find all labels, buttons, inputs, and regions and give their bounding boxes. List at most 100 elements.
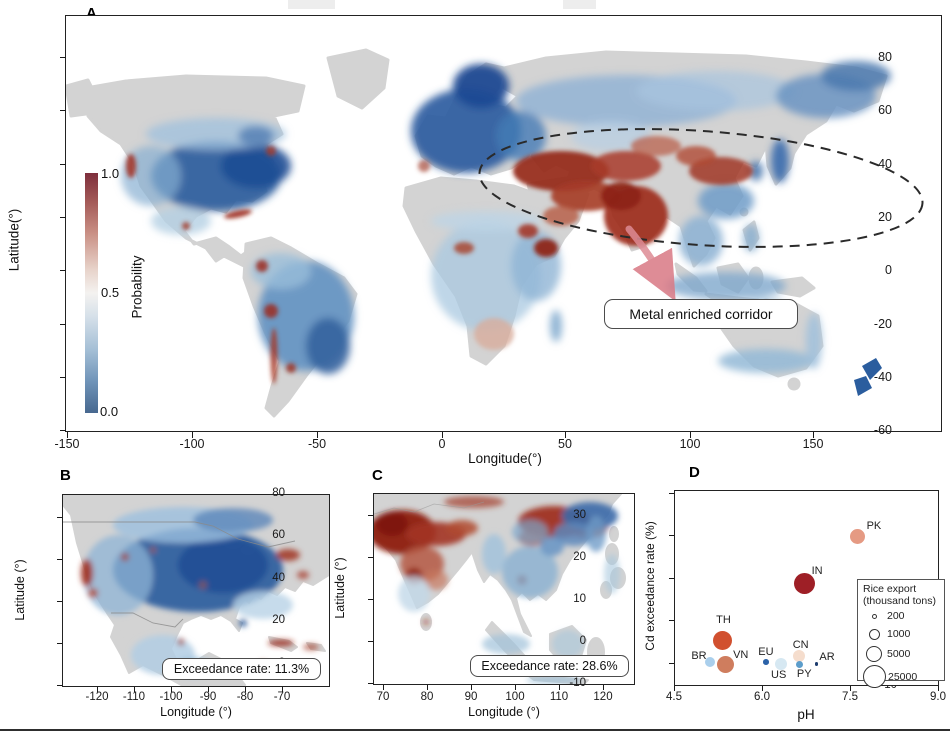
tick-mark xyxy=(60,110,66,111)
top-artifact-right xyxy=(563,0,596,9)
tick-mark xyxy=(57,601,62,602)
tick-label: 0 xyxy=(579,635,586,647)
top-artifact-left xyxy=(288,0,335,9)
tick-mark xyxy=(317,432,318,438)
panel-b-label: B xyxy=(60,467,71,484)
panel-c-label: C xyxy=(372,467,383,484)
bubble-cn xyxy=(792,649,805,662)
tick-label: -50 xyxy=(307,437,327,451)
bubble-label-us: US xyxy=(771,669,787,681)
tick-mark xyxy=(60,164,66,165)
tick-label: 20 xyxy=(272,614,285,626)
tick-label: 80 xyxy=(878,50,892,64)
tick-mark xyxy=(471,685,472,690)
legend-title-line2: (thousand tons) xyxy=(863,595,936,607)
tick-mark xyxy=(60,430,66,431)
tick-mark xyxy=(134,687,135,692)
tick-mark xyxy=(171,687,172,692)
tick-mark xyxy=(245,687,246,692)
panel-d-xlabel: pH xyxy=(797,707,815,722)
bubble-label-eu: EU xyxy=(758,645,774,658)
tick-label: 20 xyxy=(573,551,586,563)
tick-mark xyxy=(368,557,373,558)
tick-mark xyxy=(282,687,283,692)
tick-label: 110 xyxy=(549,691,569,703)
panel-b-frame xyxy=(62,494,330,687)
tick-mark xyxy=(515,685,516,690)
panel-a-label: A xyxy=(86,5,97,22)
tick-mark xyxy=(669,663,674,664)
legend-circle-5000 xyxy=(866,645,882,662)
tick-label: 9.0 xyxy=(930,691,946,703)
panel-b-ylabel: Latitude (°) xyxy=(13,559,27,621)
colorbar-max-label: 1.0 xyxy=(101,166,120,181)
tick-label: 0 xyxy=(885,263,892,277)
bubble-label-th: TH xyxy=(716,613,731,626)
panel-b-annotation: Exceedance rate: 11.3% xyxy=(162,658,321,680)
country-borders xyxy=(374,501,485,515)
bubble-label-ar: AR xyxy=(819,651,835,663)
bubble-pk xyxy=(850,529,866,544)
tick-label: -100 xyxy=(159,691,183,703)
tick-mark xyxy=(383,685,384,690)
tick-mark xyxy=(57,517,62,518)
tick-mark xyxy=(565,432,566,438)
tick-mark xyxy=(368,641,373,642)
figure-bottom-border xyxy=(0,729,950,732)
tick-label: -150 xyxy=(54,437,80,451)
tick-mark xyxy=(60,270,66,271)
bubble-label-in: IN xyxy=(811,565,823,578)
tick-label: 4.5 xyxy=(666,691,682,703)
bubble-label-cn: CN xyxy=(792,638,809,651)
tick-label: 150 xyxy=(802,437,824,451)
tick-label: -70 xyxy=(273,691,291,703)
bubble-in xyxy=(794,572,816,594)
tick-label: 7.5 xyxy=(842,691,858,703)
tick-mark xyxy=(60,377,66,378)
country-borders xyxy=(63,521,296,628)
corridor-ellipse xyxy=(478,128,924,248)
tick-label: 60 xyxy=(272,529,285,541)
probability-overlay xyxy=(374,496,620,684)
tick-mark xyxy=(97,687,98,692)
tick-mark xyxy=(669,578,674,579)
tick-label: -60 xyxy=(873,423,892,437)
tick-mark xyxy=(60,324,66,325)
corridor-annotation: Metal enriched corridor xyxy=(604,299,798,329)
tick-mark xyxy=(192,432,193,438)
tick-mark xyxy=(669,535,674,536)
tick-label: -110 xyxy=(122,691,146,703)
panel-c-annotation: Exceedance rate: 28.6% xyxy=(470,655,629,677)
panel-b-xlabel: Longitude (°) xyxy=(160,705,232,719)
tick-label: -10 xyxy=(569,677,586,689)
bubble-label-py: PY xyxy=(796,668,812,680)
tick-mark xyxy=(813,432,814,438)
tick-label: -100 xyxy=(179,437,205,451)
tick-mark xyxy=(603,685,604,690)
tick-label: 80 xyxy=(420,691,434,703)
tick-mark xyxy=(442,432,443,438)
panel-c-xlabel: Longitude (°) xyxy=(468,705,540,719)
tick-mark xyxy=(938,686,939,691)
tick-label: -20 xyxy=(873,317,892,331)
legend-row-25000: 25000 xyxy=(863,664,944,689)
tick-label: 10 xyxy=(573,593,586,605)
tick-label: -120 xyxy=(85,691,109,703)
legend-circle-25000 xyxy=(863,665,886,688)
tick-mark xyxy=(57,685,62,686)
tick-label: 0 xyxy=(438,437,446,451)
legend-row-200: 200 xyxy=(863,607,944,625)
colorbar-mid-label: 0.5 xyxy=(101,285,120,300)
panel-d-bubbles: PK IN TH VN BR EU US CN PY AR xyxy=(675,491,938,685)
panel-c-ylabel: Latitude (°) xyxy=(333,557,347,619)
bubble-ar xyxy=(814,662,819,666)
north-america-map xyxy=(63,495,329,686)
tick-mark xyxy=(208,687,209,692)
tick-mark xyxy=(762,686,763,691)
colorbar xyxy=(85,173,98,413)
tick-mark xyxy=(850,686,851,691)
tick-label: 20 xyxy=(878,210,892,224)
high-probability-overlay xyxy=(126,136,753,384)
tick-mark xyxy=(559,685,560,690)
